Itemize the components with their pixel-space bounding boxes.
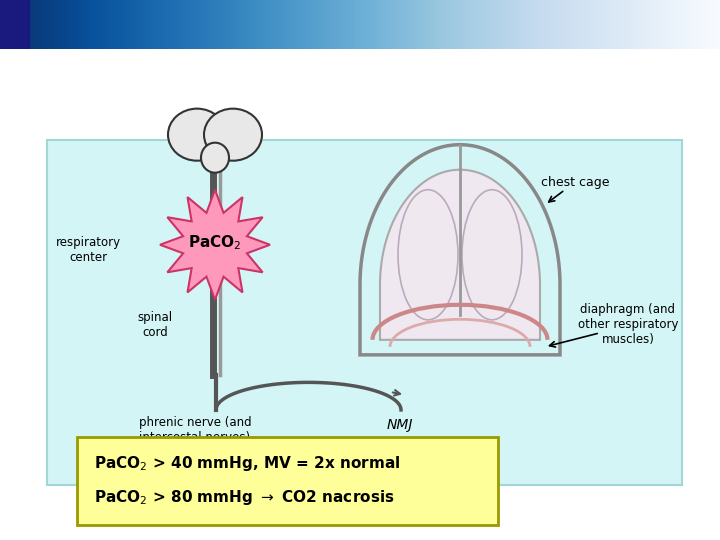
Ellipse shape: [201, 143, 229, 173]
Text: PaCO$_2$ > 40 mmHg, MV = 2x normal: PaCO$_2$ > 40 mmHg, MV = 2x normal: [94, 455, 400, 474]
FancyBboxPatch shape: [77, 437, 498, 525]
Text: NMJ: NMJ: [387, 418, 413, 432]
Ellipse shape: [168, 109, 226, 161]
Text: spinal
cord: spinal cord: [138, 311, 173, 339]
Polygon shape: [380, 170, 540, 340]
Text: phrenic nerve (and
intercostal nerves): phrenic nerve (and intercostal nerves): [139, 416, 251, 444]
FancyBboxPatch shape: [47, 140, 682, 485]
Text: PaCO$_2$: PaCO$_2$: [188, 233, 242, 252]
Polygon shape: [160, 190, 270, 300]
Text: PaCO$_2$ > 80 mmHg $\rightarrow$ CO2 nacrosis: PaCO$_2$ > 80 mmHg $\rightarrow$ CO2 nac…: [94, 489, 395, 508]
Text: respiratory
center: respiratory center: [55, 236, 120, 264]
Text: diaphragm (and
other respiratory
muscles): diaphragm (and other respiratory muscles…: [577, 303, 678, 346]
Ellipse shape: [462, 190, 522, 320]
FancyBboxPatch shape: [0, 0, 29, 49]
Text: chest cage: chest cage: [541, 176, 609, 189]
Ellipse shape: [204, 109, 262, 161]
Ellipse shape: [398, 190, 458, 320]
